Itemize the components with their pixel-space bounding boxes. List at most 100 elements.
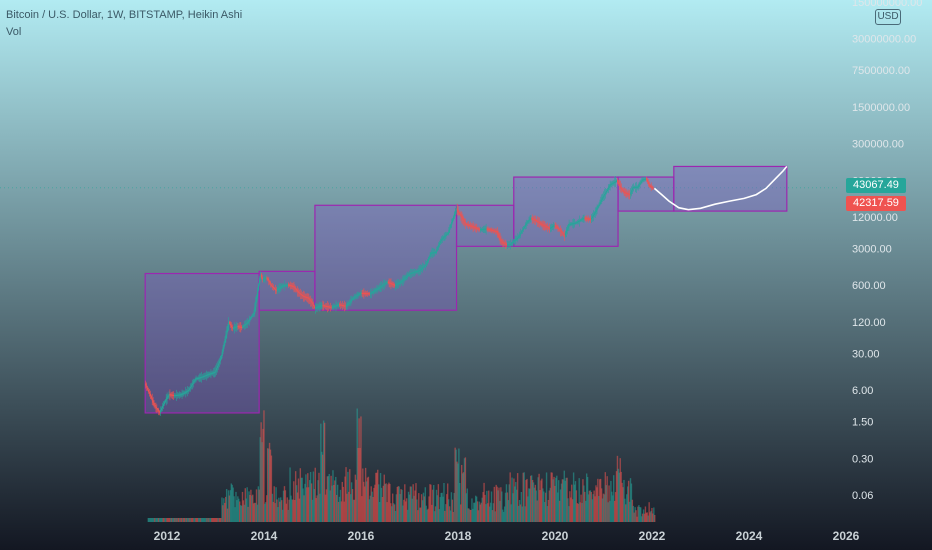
candle	[309, 299, 311, 301]
candle	[349, 301, 351, 303]
candle	[648, 183, 651, 186]
candle	[204, 375, 207, 377]
candle	[507, 244, 509, 246]
candle	[409, 273, 411, 275]
volume-bar	[626, 494, 628, 522]
volume-bar	[652, 513, 654, 522]
volume-bar	[493, 486, 496, 522]
chart-title: Bitcoin / U.S. Dollar, 1W, BITSTAMP, Hei…	[6, 9, 243, 21]
candle	[420, 268, 422, 270]
candle	[545, 225, 547, 228]
candle	[605, 190, 608, 193]
range-box[interactable]	[513, 176, 619, 247]
volume-bar	[162, 518, 164, 522]
volume-bar	[309, 471, 312, 522]
candle	[271, 284, 273, 287]
candle	[577, 221, 579, 223]
volume-bar	[282, 490, 285, 522]
candle	[156, 408, 158, 410]
volume-bar	[375, 472, 377, 522]
volume-bar	[598, 496, 600, 522]
range-box[interactable]	[144, 272, 260, 414]
range-box[interactable]	[314, 204, 458, 311]
volume-bar	[511, 477, 513, 522]
candle	[200, 376, 202, 379]
candle	[597, 206, 599, 209]
range-box[interactable]	[673, 165, 788, 212]
currency-button[interactable]: USD	[875, 9, 901, 25]
volume-bar	[555, 477, 557, 522]
candle	[266, 277, 268, 279]
volume-bar	[568, 506, 570, 522]
volume-bar	[645, 512, 648, 522]
volume-bar	[506, 492, 509, 522]
volume-bar	[620, 471, 622, 522]
candle	[568, 223, 570, 227]
range-box[interactable]	[258, 270, 316, 311]
volume-bar	[429, 484, 431, 522]
candle	[644, 178, 646, 180]
candle	[608, 186, 610, 188]
volume-bar	[355, 479, 357, 522]
candle	[339, 304, 341, 306]
volume-bar	[315, 498, 317, 522]
candle	[413, 271, 415, 274]
volume-bar	[562, 479, 565, 522]
candle	[164, 400, 166, 403]
candle	[546, 226, 548, 228]
candle	[529, 218, 531, 220]
volume-bar	[316, 495, 318, 522]
candle	[176, 394, 179, 396]
candle	[570, 223, 572, 225]
candle	[622, 190, 624, 192]
volume-bar	[398, 486, 400, 522]
candle	[519, 234, 521, 236]
candle	[391, 283, 393, 285]
candle	[239, 326, 241, 328]
volume-bar	[266, 448, 269, 522]
volume-bar	[344, 476, 346, 522]
candle	[589, 218, 591, 220]
candle	[607, 187, 609, 190]
previous-close-tag: 42317.59	[846, 196, 906, 211]
candle	[343, 305, 346, 307]
volume-bar	[634, 507, 636, 522]
candle	[614, 181, 616, 183]
volume-legend: Vol	[6, 26, 22, 38]
candle	[364, 292, 366, 295]
volume-bar	[515, 482, 517, 522]
candle	[484, 228, 486, 230]
volume-bar	[428, 496, 430, 522]
candle	[286, 284, 289, 286]
candle	[174, 395, 176, 397]
volume-bar	[478, 501, 481, 522]
volume-bar	[384, 483, 386, 522]
volume-bar	[237, 496, 239, 522]
volume-bar	[233, 496, 235, 522]
range-box[interactable]	[617, 176, 675, 212]
volume-bar	[152, 518, 154, 522]
candle	[232, 327, 235, 329]
volume-bar	[460, 464, 463, 522]
volume-bar	[539, 490, 541, 522]
volume-bar	[376, 472, 378, 522]
candle	[278, 287, 280, 290]
candle	[508, 243, 511, 246]
candle	[248, 319, 250, 322]
candle	[213, 372, 215, 374]
volume-bar	[279, 501, 281, 522]
candle	[254, 307, 256, 313]
candle	[296, 289, 298, 291]
volume-bar	[213, 518, 216, 522]
candle	[407, 274, 409, 277]
volume-bar	[236, 500, 238, 522]
candle	[323, 305, 325, 307]
candle	[361, 292, 363, 294]
volume-bar	[544, 492, 547, 522]
candle	[310, 300, 312, 302]
candle	[554, 225, 556, 227]
candle	[563, 233, 565, 235]
candle	[621, 189, 623, 191]
candle	[182, 393, 184, 395]
